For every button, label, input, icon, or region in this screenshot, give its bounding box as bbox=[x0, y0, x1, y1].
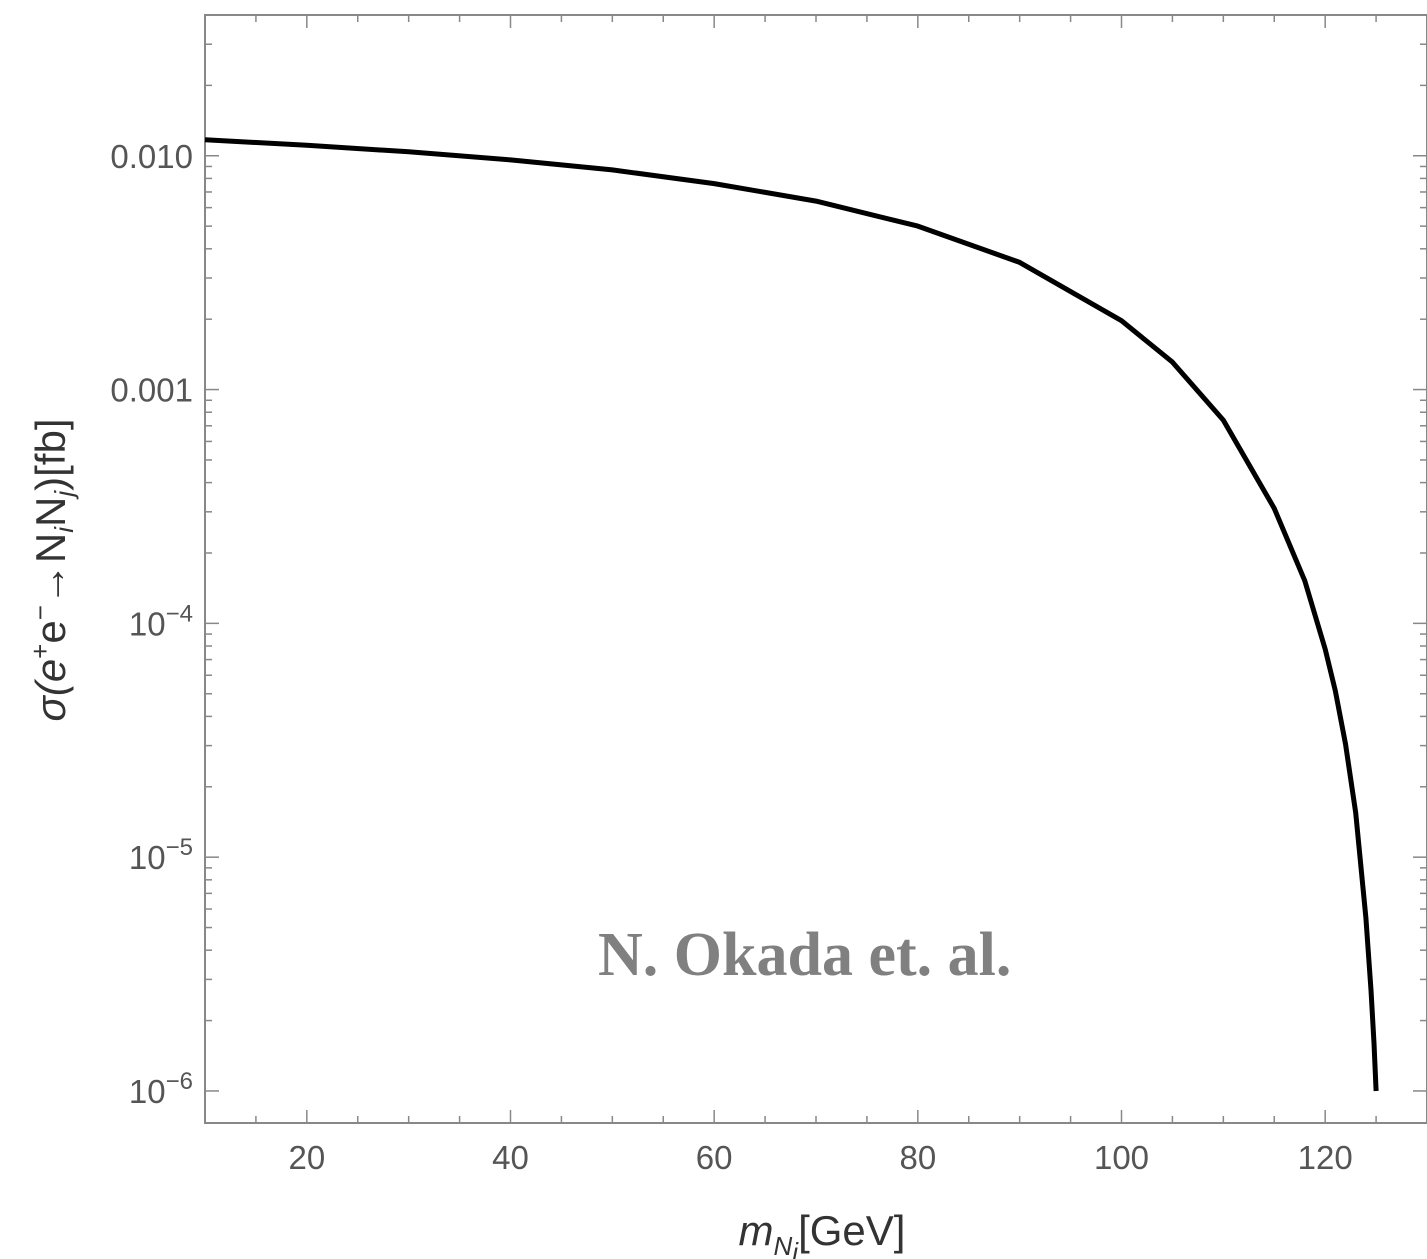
x-tick-label: 20 bbox=[288, 1139, 325, 1176]
y-tick-labels: 0.010 0.001 10−4 10−5 10−6 bbox=[110, 138, 193, 1110]
y-tick-label: 0.010 bbox=[110, 138, 193, 175]
y-tick-label: 10−6 bbox=[129, 1068, 193, 1110]
y-tick-label: 10−5 bbox=[129, 834, 193, 876]
y-tick-label: 0.001 bbox=[110, 372, 193, 409]
x-tick-label: 100 bbox=[1094, 1139, 1149, 1176]
x-tick-label: 80 bbox=[899, 1139, 936, 1176]
major-ticks bbox=[205, 15, 1427, 1123]
series-line bbox=[204, 137, 1379, 1092]
x-axis-label: mNi[GeV] bbox=[739, 1207, 906, 1259]
watermark-annotation: N. Okada et. al. bbox=[598, 921, 1011, 989]
y-axis-label: σ(e+e−→NiNj)[fb] bbox=[25, 418, 79, 721]
y-tick-label: 10−4 bbox=[129, 600, 193, 642]
x-tick-label: 40 bbox=[492, 1139, 529, 1176]
minor-ticks bbox=[205, 14, 1427, 1123]
x-tick-labels: 20 40 60 80 100 120 bbox=[288, 1139, 1352, 1176]
x-tick-label: 60 bbox=[696, 1139, 733, 1176]
x-tick-label: 120 bbox=[1298, 1139, 1353, 1176]
